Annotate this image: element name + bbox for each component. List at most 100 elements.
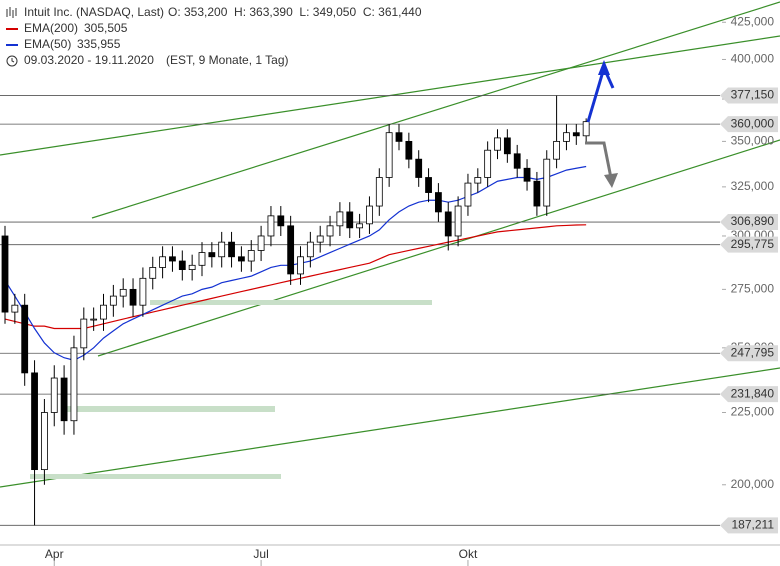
x-tick-label: Jul [253, 547, 268, 561]
candle-body [208, 252, 216, 258]
candle-body [169, 256, 176, 262]
instrument: Intuit Inc. (NASDAQ, Last) [24, 5, 164, 19]
support-zone [65, 406, 275, 412]
candle-body [316, 235, 324, 243]
candle-body [277, 215, 285, 227]
legend-value: 305,505 [84, 21, 128, 35]
candle-body [523, 167, 531, 182]
candle-body [119, 288, 127, 297]
candle-body [11, 304, 19, 313]
candle-body [454, 205, 462, 237]
support-zone [150, 300, 432, 305]
level-box [720, 345, 778, 362]
candle-body [464, 182, 472, 207]
candle-body [41, 412, 48, 471]
level-box [720, 214, 778, 231]
candle-body [582, 121, 590, 137]
y-tick-label: 225,000 [731, 405, 775, 419]
candle-body [444, 211, 452, 237]
y-tick-label: 275,000 [731, 282, 775, 296]
ohlc: O: 353,200 H: 363,390 L: 349,050 C: 361,… [168, 5, 422, 19]
y-tick-label: 350,000 [731, 134, 775, 148]
level-label: 295,775 [731, 237, 775, 251]
candle-body [503, 137, 511, 155]
candle-body [553, 140, 560, 160]
trend-line [91, 1, 780, 219]
candle-body [346, 211, 354, 229]
x-tick-label: Okt [459, 547, 478, 561]
candle-body [228, 241, 235, 258]
level-box [720, 236, 778, 253]
level-box [720, 517, 778, 534]
candle-body [247, 250, 255, 262]
arrow-head [598, 60, 610, 75]
candle-body [484, 149, 492, 178]
candle-body [149, 267, 157, 279]
y-tick-label: 325,000 [731, 179, 775, 193]
arrow-head [604, 173, 618, 188]
candle-body [198, 252, 206, 266]
candle-body [21, 304, 29, 374]
candle-body [366, 205, 373, 225]
ema-line [4, 165, 587, 361]
candle-body [1, 235, 9, 313]
period-note: (EST, 9 Monate, 1 Tag) [166, 53, 289, 67]
candle-body [415, 158, 423, 178]
candle-body [385, 132, 393, 178]
candle-body [218, 241, 226, 258]
candle-body [31, 372, 38, 471]
candle-body [533, 180, 541, 207]
candle-body [572, 132, 580, 137]
candle-body [90, 318, 98, 321]
y-tick-label: 425,000 [731, 14, 775, 28]
clock-icon [6, 55, 18, 67]
candle-body [306, 241, 314, 258]
ema-line [4, 224, 587, 330]
candle-body [129, 288, 137, 306]
candle-body [257, 235, 265, 251]
legend-value: 335,955 [77, 37, 121, 51]
candle-body [375, 177, 383, 207]
level-label: 377,150 [731, 88, 775, 102]
forecast-arrows [585, 60, 618, 188]
trend-line [0, 367, 780, 488]
candle-body [287, 225, 295, 275]
candle-body [80, 318, 88, 349]
bear-arrow [585, 141, 613, 179]
candle-body [356, 223, 364, 229]
candle-body [297, 256, 304, 275]
candle-body [139, 277, 147, 306]
y-tick-label: 400,000 [731, 52, 775, 66]
candle-body [563, 132, 570, 142]
level-box [720, 87, 778, 104]
candle-body [159, 256, 167, 268]
level-label: 187,211 [732, 517, 775, 531]
candle-body [434, 192, 442, 213]
candle-body [178, 260, 186, 271]
legend-name: EMA(50) [24, 37, 71, 51]
candle-body [395, 132, 403, 142]
marks-layer: 200,000225,000250,000275,000300,000325,0… [0, 14, 778, 566]
candle-body [70, 347, 78, 422]
candle-body [267, 215, 275, 237]
candle-body [326, 225, 334, 237]
level-label: 360,000 [731, 116, 775, 130]
x-tick-label: Apr [45, 547, 64, 561]
candle-body [543, 158, 551, 207]
candle-body [237, 256, 245, 262]
level-label: 247,795 [731, 345, 775, 359]
level-box [720, 386, 778, 403]
bars-icon [6, 7, 17, 18]
level-box [720, 116, 778, 133]
trend-line [97, 139, 780, 357]
candle-body [50, 377, 58, 413]
candle-body [100, 304, 107, 320]
candle-body [60, 377, 68, 422]
candle-body [405, 140, 413, 160]
drawing-layer [0, 1, 780, 546]
support-zone [30, 474, 281, 479]
bull-arrow [586, 63, 615, 123]
candle-body [188, 264, 196, 271]
level-label: 231,840 [731, 386, 775, 400]
